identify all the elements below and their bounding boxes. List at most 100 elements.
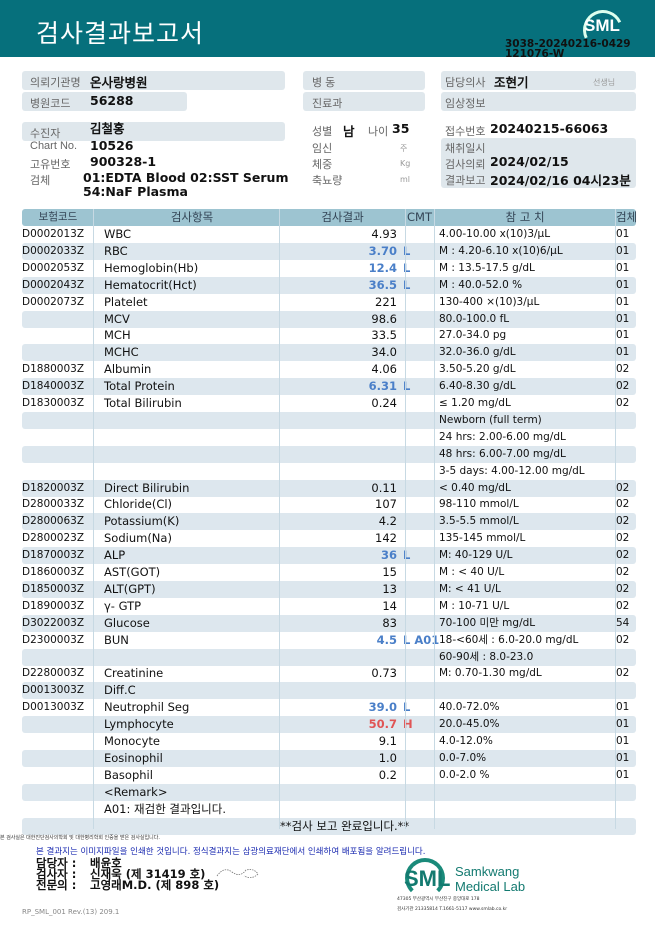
reference-range: 6.40-8.30 g/dL bbox=[439, 380, 516, 393]
completion-row: **검사 보고 완료입니다.** bbox=[22, 817, 636, 835]
specimen-value-1: 01:EDTA Blood 02:SST Serum bbox=[83, 170, 289, 185]
table-row: <Remark> bbox=[22, 783, 636, 801]
ward-box bbox=[303, 71, 425, 90]
specimen-code: 01 bbox=[616, 278, 630, 291]
specimen-code: 02 bbox=[616, 582, 630, 595]
specimen-code: 02 bbox=[616, 566, 630, 578]
test-name: Direct Bilirubin bbox=[104, 480, 190, 495]
table-row: D0002033Z RBC 3.70 L M : 4.20-6.10 x(10)6/μL… bbox=[22, 242, 636, 260]
specimen-code: 01 bbox=[616, 701, 630, 714]
specimen-code: 01 bbox=[616, 346, 630, 359]
reference-range: M : 40.0-52.0 % bbox=[439, 278, 523, 291]
specimen-code: 02 bbox=[616, 515, 630, 528]
brand-name-1: Samkwang bbox=[455, 864, 520, 879]
insurance-code: D0002053Z bbox=[22, 261, 85, 274]
report-header-band bbox=[0, 0, 655, 57]
age-label: 나이 bbox=[368, 126, 389, 138]
reference-range: 24 hrs: 2.00-6.00 mg/dL bbox=[439, 430, 566, 443]
chart-label: Chart No. bbox=[30, 140, 78, 152]
report-value: 2024/02/16 04시23분 bbox=[490, 173, 631, 188]
table-row: D2800023Z Sodium(Na) 142 135-145 mmol/L 02 bbox=[22, 530, 636, 547]
pregnancy-unit: 주 bbox=[400, 144, 408, 153]
reference-range: 70-100 미만 mg/dL bbox=[439, 616, 536, 629]
table-row: 24 hrs: 2.00-6.00 mg/dL bbox=[22, 429, 636, 446]
reference-range: 3.5-5.5 mmol/L bbox=[439, 515, 519, 528]
table-row: D0002043Z Hematocrit(Hct) 36.5 L M : 40.0-52… bbox=[22, 276, 636, 294]
brand-logo: SML bbox=[404, 866, 451, 891]
test-result: 13 bbox=[382, 581, 397, 596]
lab-address: 47305 부산광역시 부산진구 중앙대로 178 bbox=[397, 897, 480, 902]
hospital-label: 의뢰기관명 bbox=[30, 77, 81, 89]
result-flag: L bbox=[403, 379, 411, 394]
reference-range: 98-110 mmol/L bbox=[439, 498, 519, 511]
insurance-code: D1890003Z bbox=[22, 599, 85, 612]
test-name: Creatinine bbox=[104, 666, 164, 681]
reference-range: 135-145 mmol/L bbox=[439, 532, 526, 545]
header-specimen: 검체 bbox=[616, 210, 638, 224]
hospital-value: 온사랑병원 bbox=[90, 75, 148, 90]
specimen-code: 02 bbox=[616, 380, 630, 393]
table-row: D2300003Z BUN 4.5 L A01 18-<60세 : 6.0-20.0 m… bbox=[22, 632, 636, 649]
insurance-code: D2800023Z bbox=[22, 532, 85, 545]
specimen-code: 01 bbox=[616, 312, 630, 325]
table-row: D1890003Z γ- GTP 14 M : 10-71 U/L 02 bbox=[22, 598, 636, 615]
reference-range: 0.0-2.0 % bbox=[439, 768, 490, 781]
test-result: 9.1 bbox=[378, 734, 397, 748]
collect-label: 채취일시 bbox=[445, 143, 486, 155]
reference-range: M: 0.70-1.30 mg/dL bbox=[439, 667, 542, 680]
test-result: 0.2 bbox=[378, 767, 397, 782]
test-result: 0.73 bbox=[371, 666, 397, 681]
request-value: 2024/02/15 bbox=[490, 154, 569, 169]
table-row: D1840003Z Total Protein 6.31 L 6.40-8.30 g/d… bbox=[22, 378, 636, 396]
header-reference: 참 고 치 bbox=[505, 210, 545, 224]
specimen-label: 검체 bbox=[30, 175, 51, 187]
table-row: D1830003Z Total Bilirubin 0.24 ≤ 1.20 mg/dL… bbox=[22, 395, 636, 412]
test-result: 83 bbox=[382, 615, 397, 630]
reference-range: ≤ 1.20 mg/dL bbox=[439, 397, 511, 409]
test-name: Hemoglobin(Hb) bbox=[104, 260, 199, 275]
insurance-code: D1840003Z bbox=[22, 380, 85, 393]
test-name: ALP bbox=[104, 548, 126, 563]
table-row: MCHC 34.0 32.0-36.0 g/dL 01 bbox=[22, 344, 636, 362]
doctor-value: 조현기 bbox=[494, 75, 529, 90]
patient-value: 김철홍 bbox=[90, 121, 125, 136]
report-label: 결과보고 bbox=[445, 175, 486, 187]
hospital-code-box bbox=[22, 92, 187, 111]
reference-range: 27.0-34.0 pg bbox=[439, 329, 507, 342]
test-name: Total Protein bbox=[104, 379, 175, 394]
reference-range: M : 10-71 U/L bbox=[439, 599, 510, 612]
table-row: D0002013Z WBC 4.93 4.00-10.00 x(10)3/μL 01 bbox=[22, 226, 636, 243]
test-result: 4.93 bbox=[371, 227, 397, 241]
test-name: Basophil bbox=[104, 767, 153, 782]
urine-unit: ml bbox=[400, 175, 411, 184]
test-result: 12.4 bbox=[368, 260, 397, 275]
test-result: 221 bbox=[375, 294, 397, 309]
signature bbox=[216, 869, 259, 878]
table-row: Eosinophil 1.0 0.0-7.0% 01 bbox=[22, 749, 636, 767]
sml-logo: SML bbox=[584, 16, 620, 35]
table-row: Basophil 0.2 0.0-2.0 % 01 bbox=[22, 767, 636, 784]
document-sub-id: 121076-W bbox=[505, 48, 565, 60]
insurance-code: D0002013Z bbox=[22, 228, 85, 240]
test-name: A01: 재검한 결과입니다. bbox=[104, 801, 226, 816]
specialist-value: 고영래M.D. (제 898 호) bbox=[90, 878, 220, 892]
patient-label: 수진자 bbox=[30, 128, 61, 140]
result-flag: L bbox=[403, 243, 411, 258]
table-row: D1850003Z ALT(GPT) 13 M: < 41 U/L 02 bbox=[22, 580, 636, 598]
ward-label: 병 동 bbox=[312, 77, 336, 89]
insurance-code: D1870003Z bbox=[22, 549, 85, 562]
insurance-code: D3022003Z bbox=[22, 616, 85, 629]
insurance-code: D1820003Z bbox=[22, 481, 85, 494]
tester-value: 신재욱 (제 31419 호) bbox=[90, 867, 206, 881]
dates-box bbox=[441, 138, 636, 188]
sex-label: 성별 bbox=[312, 126, 333, 138]
weight-label: 체중 bbox=[312, 159, 333, 171]
test-name: Sodium(Na) bbox=[104, 531, 172, 546]
insurance-code: D0002073Z bbox=[22, 295, 85, 308]
hospital-box bbox=[22, 71, 285, 90]
test-result: 36.5 bbox=[368, 277, 397, 292]
test-result: 4.5 bbox=[376, 632, 397, 647]
receipt-label: 접수번호 bbox=[445, 126, 486, 138]
reference-range: 32.0-36.0 g/dL bbox=[439, 346, 516, 359]
test-name: <Remark> bbox=[104, 784, 168, 799]
